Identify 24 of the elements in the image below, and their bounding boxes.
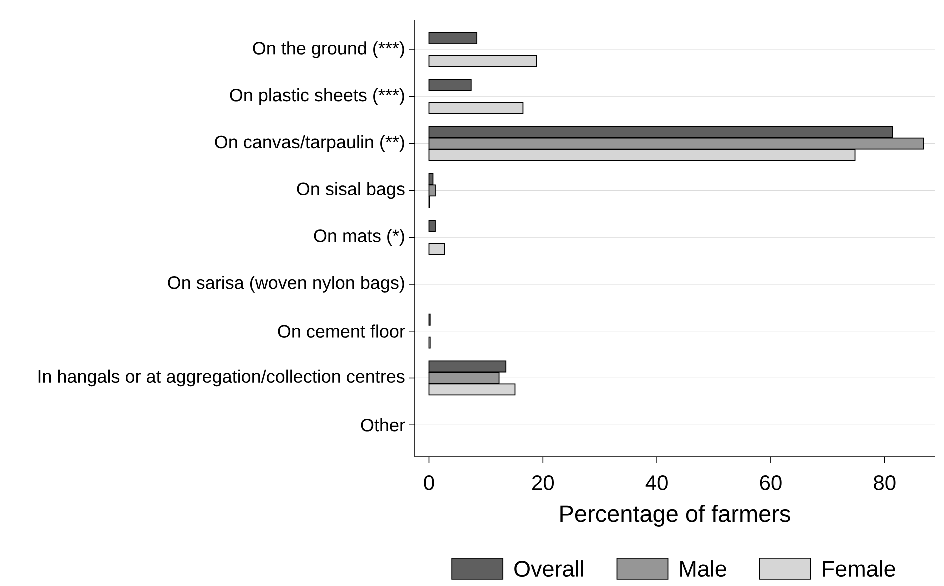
x-tick-label: 0 bbox=[424, 476, 434, 490]
bar bbox=[428, 220, 436, 232]
x-tick-label: 80 bbox=[874, 476, 896, 490]
y-tick-label: On mats (*) bbox=[314, 229, 404, 246]
bar bbox=[428, 32, 478, 44]
x-tick-label: 40 bbox=[646, 476, 668, 490]
x-tick-label: 60 bbox=[760, 476, 782, 490]
y-tick-label: On the ground (***) bbox=[253, 42, 404, 58]
y-tick-label: On sisal bags bbox=[297, 182, 405, 200]
x-tick-label: 20 bbox=[532, 476, 554, 490]
y-tick-label: On plastic sheets (***) bbox=[230, 88, 404, 106]
y-tick-label: In hangals or at aggregation/collection centres bbox=[38, 370, 405, 387]
bar bbox=[428, 56, 538, 68]
y-tick-label: On canvas/tarpaulin (**) bbox=[215, 135, 404, 152]
legend-label: Overall bbox=[514, 560, 584, 578]
bar bbox=[428, 79, 472, 92]
x-axis-title: Percentage of farmers bbox=[560, 505, 790, 527]
bar bbox=[428, 243, 446, 256]
y-tick-label: On cement floor bbox=[278, 324, 406, 338]
y-tick-label: On sarisa (woven nylon bags) bbox=[168, 276, 404, 293]
bar bbox=[428, 102, 524, 114]
y-tick-label: Other bbox=[361, 418, 406, 432]
legend-label: Male bbox=[680, 560, 726, 578]
legend-label: Female bbox=[823, 560, 896, 578]
